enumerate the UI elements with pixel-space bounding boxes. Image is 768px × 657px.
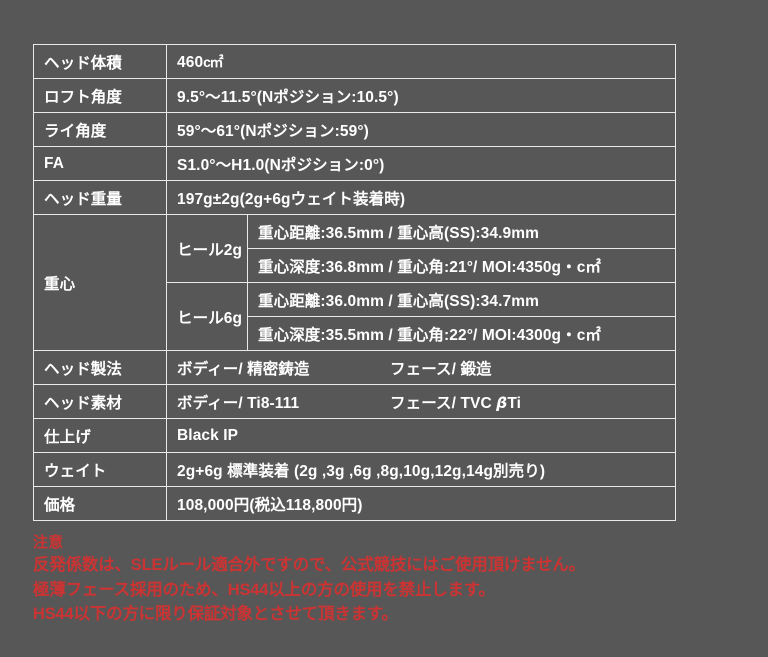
row-label-lie-angle: ライ角度 [33,112,167,147]
row-value-lie-angle: 59°〜61°(Nポジション:59°) [166,112,676,147]
row-label-fa: FA [33,146,167,181]
table-row: 仕上げ Black IP [33,418,676,453]
row-label-center-of-gravity: 重心 [33,214,167,351]
head-construction-body: ボディー/ 精密鋳造 [177,360,310,378]
head-material-face-post: Ti [507,394,522,412]
cog-value-heel2g-line1: 重心距離:36.5mm / 重心高(SS):34.9mm [247,214,676,249]
head-construction-face: フェース/ 鍛造 [390,360,492,378]
head-material-face-pre: フェース/ TVC [390,394,497,412]
specification-table: ヘッド体積 460c㎡ ロフト角度 9.5°〜11.5°(Nポジション:10.5… [33,44,676,521]
row-label-head-material: ヘッド素材 [33,384,167,419]
cog-value-heel2g-line2: 重心深度:36.8mm / 重心角:21°/ MOI:4350g・c㎡ [247,248,676,283]
notice-line-1: 反発係数は、SLEルール適合外ですので、公式競技にはご使用頂けません。 [33,556,585,574]
head-volume-unit: c㎡ [203,53,223,70]
notice-line-3: HS44以下の方に限り保証対象とさせて頂きます。 [33,605,398,623]
cog-sub-label-heel-2g: ヒール2g [166,214,248,283]
cog-sub-label-heel-6g: ヒール6g [166,282,248,351]
row-label-price: 価格 [33,486,167,521]
row-value-head-construction: ボディー/ 精密鋳造 フェース/ 鍛造 [166,350,676,385]
row-label-weight: ウェイト [33,452,167,487]
notice-line-2: 極薄フェース採用のため、HS44以上の方の使用を禁止します。 [33,580,495,599]
head-material-face: フェース/ TVC βTi [390,391,675,413]
table-row: ヘッド重量 197g±2g(2g+6gウェイト装着時) [33,180,676,215]
row-label-finish: 仕上げ [33,418,167,453]
cog-value-heel6g-line2: 重心深度:35.5mm / 重心角:22°/ MOI:4300g・c㎡ [247,316,676,351]
head-material-body: ボディー/ Ti8-111 [177,394,300,412]
row-value-finish: Black IP [166,418,676,453]
row-label-head-weight: ヘッド重量 [33,180,167,215]
row-label-head-volume: ヘッド体積 [33,44,167,79]
notice-title: 注意 [33,534,64,551]
table-row: ロフト角度 9.5°〜11.5°(Nポジション:10.5°) [33,78,676,113]
row-value-price: 108,000円(税込118,800円) [166,486,676,521]
row-value-weight: 2g+6g 標準装着 (2g ,3g ,6g ,8g,10g,12g,14g別売… [166,452,676,487]
row-value-fa: S1.0°〜H1.0(Nポジション:0°) [166,146,676,181]
head-volume-value: 460 [177,53,204,71]
notice-block: 注意 反発係数は、SLEルール適合外ですので、公式競技にはご使用頂けません。 極… [33,533,753,627]
cog-value-heel6g-line1: 重心距離:36.0mm / 重心高(SS):34.7mm [247,282,676,317]
spec-table-body: ヘッド体積 460c㎡ ロフト角度 9.5°〜11.5°(Nポジション:10.5… [33,44,676,521]
table-row: ライ角度 59°〜61°(Nポジション:59°) [33,112,676,147]
table-row: 重心深度:36.8mm / 重心角:21°/ MOI:4350g・c㎡ [34,248,676,283]
table-row: 重心深度:35.5mm / 重心角:22°/ MOI:4300g・c㎡ [34,316,676,351]
table-row: ヘッド素材 ボディー/ Ti8-111 フェース/ TVC βTi [33,384,676,419]
beta-symbol: β [496,393,508,412]
table-row: ヘッド体積 460c㎡ [33,44,676,79]
table-row: FA S1.0°〜H1.0(Nポジション:0°) [33,146,676,181]
row-value-head-volume: 460c㎡ [166,44,676,79]
row-value-loft-angle: 9.5°〜11.5°(Nポジション:10.5°) [166,78,676,113]
row-label-loft-angle: ロフト角度 [33,78,167,113]
row-value-head-weight: 197g±2g(2g+6gウェイト装着時) [166,180,676,215]
row-label-head-construction: ヘッド製法 [33,350,167,385]
table-row: 価格 108,000円(税込118,800円) [33,486,676,521]
table-row: 重心 ヒール2g 重心距離:36.5mm / 重心高(SS):34.9mm [33,214,676,351]
table-row: ウェイト 2g+6g 標準装着 (2g ,3g ,6g ,8g,10g,12g,… [33,452,676,487]
row-value-head-material: ボディー/ Ti8-111 フェース/ TVC βTi [166,384,676,419]
table-row: ヘッド製法 ボディー/ 精密鋳造 フェース/ 鍛造 [33,350,676,385]
